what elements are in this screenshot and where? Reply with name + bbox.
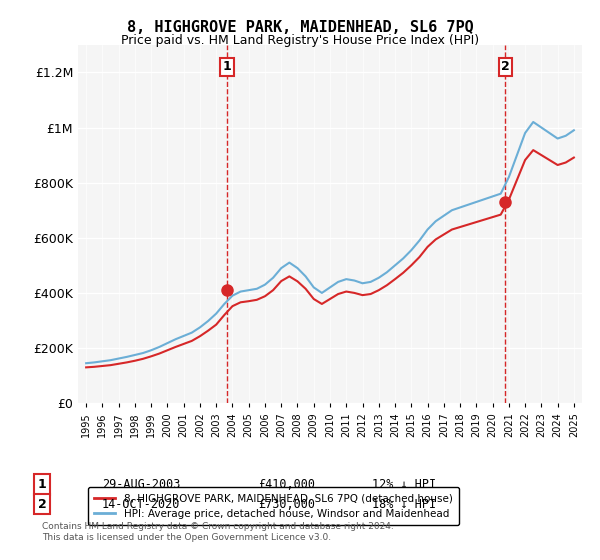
Text: Price paid vs. HM Land Registry's House Price Index (HPI): Price paid vs. HM Land Registry's House … [121,34,479,46]
Text: This data is licensed under the Open Government Licence v3.0.: This data is licensed under the Open Gov… [42,533,331,542]
Text: 1: 1 [38,478,46,491]
Text: 2: 2 [38,497,46,511]
Text: Contains HM Land Registry data © Crown copyright and database right 2024.: Contains HM Land Registry data © Crown c… [42,522,394,531]
Text: 1: 1 [223,60,231,73]
Text: 8, HIGHGROVE PARK, MAIDENHEAD, SL6 7PQ: 8, HIGHGROVE PARK, MAIDENHEAD, SL6 7PQ [127,20,473,35]
Text: 14-OCT-2020: 14-OCT-2020 [102,497,181,511]
Legend: 8, HIGHGROVE PARK, MAIDENHEAD, SL6 7PQ (detached house), HPI: Average price, det: 8, HIGHGROVE PARK, MAIDENHEAD, SL6 7PQ (… [88,487,459,525]
Text: £730,000: £730,000 [258,497,315,511]
Text: 18% ↓ HPI: 18% ↓ HPI [372,497,436,511]
Text: 12% ↓ HPI: 12% ↓ HPI [372,478,436,491]
Text: £410,000: £410,000 [258,478,315,491]
Text: 29-AUG-2003: 29-AUG-2003 [102,478,181,491]
Text: 2: 2 [501,60,510,73]
